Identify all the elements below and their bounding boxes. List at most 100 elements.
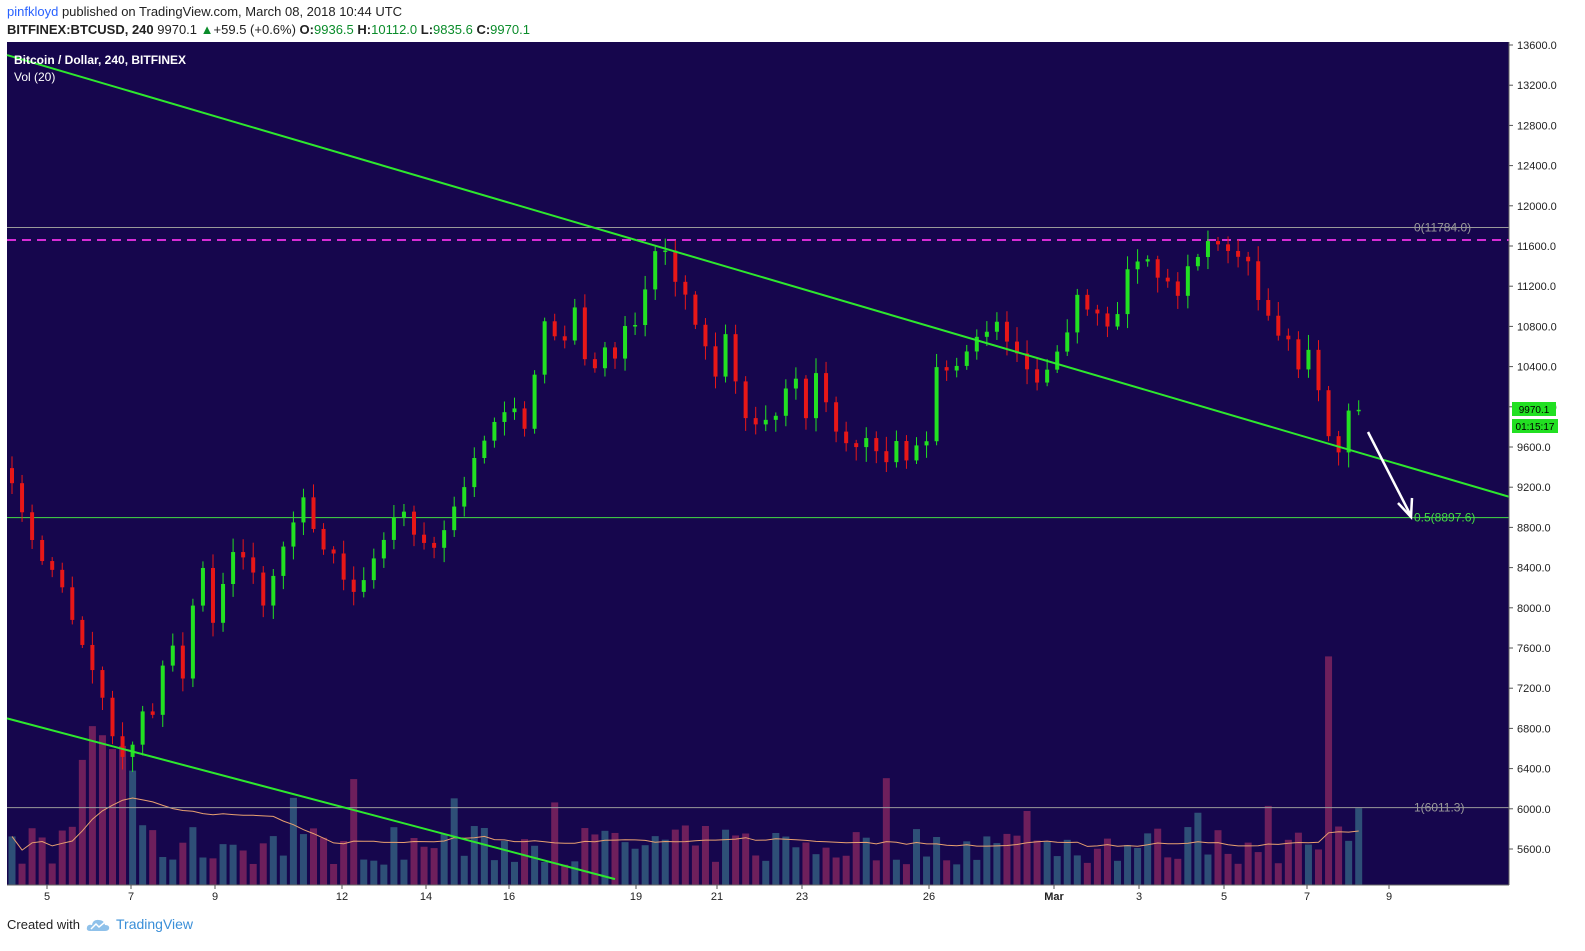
candle	[442, 520, 447, 563]
tradingview-cloud-icon	[86, 919, 110, 931]
volume-bar	[933, 837, 941, 885]
candle	[1035, 358, 1040, 391]
price-tick-label: 13600.0	[1517, 40, 1557, 52]
candle	[1145, 255, 1150, 267]
volume-bar	[1224, 853, 1232, 885]
volume-bar	[269, 836, 277, 885]
candle	[221, 572, 226, 632]
candle	[452, 496, 457, 537]
trendline	[6, 54, 1585, 521]
volume-bar	[1325, 656, 1333, 885]
publish-text: published on TradingView.com, March 08, …	[61, 4, 403, 19]
time-tick-label: 9	[1386, 891, 1392, 903]
candle	[140, 705, 145, 756]
candle	[1256, 246, 1261, 311]
candle	[1004, 311, 1009, 356]
volume-bar	[380, 864, 388, 885]
price-chart[interactable]: 0(11784.0)0.5(8897.6)1(6011.3) 13600.013…	[0, 0, 1585, 905]
volume-bar	[390, 827, 398, 885]
candle	[371, 548, 376, 589]
candle	[1266, 288, 1271, 321]
volume-bar	[410, 838, 418, 885]
candle	[834, 396, 839, 443]
candle	[723, 324, 728, 383]
volume-bar	[1053, 856, 1061, 885]
volume-bar	[1345, 840, 1353, 885]
candle	[482, 435, 487, 464]
candle	[693, 291, 698, 330]
volume-bar	[109, 749, 116, 885]
candle	[874, 431, 879, 464]
volume-bar	[1114, 860, 1121, 885]
candle	[552, 313, 557, 341]
candle	[542, 317, 547, 384]
candle	[643, 275, 648, 337]
candle	[974, 329, 979, 360]
candle	[150, 703, 155, 719]
volume-bar	[1154, 828, 1162, 885]
volume-bar	[1194, 812, 1202, 885]
price-change: +59.5 (+0.6%)	[213, 22, 296, 37]
candle	[261, 566, 266, 618]
volume-bar	[923, 856, 931, 885]
created-with-text: Created with	[7, 917, 80, 932]
low-value: 9835.6	[433, 22, 473, 37]
candle	[703, 318, 708, 360]
volume-bar	[460, 855, 468, 885]
volume-bar	[842, 855, 850, 885]
volume-bar	[1174, 858, 1182, 885]
candle	[1195, 253, 1200, 271]
candle	[1175, 272, 1180, 309]
candle	[844, 421, 849, 452]
price-axis[interactable]	[1509, 42, 1585, 885]
last-price: 9970.1	[157, 22, 198, 37]
trendlines	[6, 54, 1585, 881]
volume-bar	[1304, 844, 1312, 885]
price-tick-label: 9600.0	[1517, 442, 1551, 454]
candle	[864, 427, 869, 462]
volume-bar	[1284, 839, 1292, 885]
price-tick-label: 6800.0	[1517, 723, 1551, 735]
author-link[interactable]: pinfkloyd	[7, 4, 59, 19]
candle	[190, 598, 195, 688]
volume-bar	[1124, 844, 1132, 885]
volume-bar	[279, 855, 287, 885]
candle	[30, 504, 35, 549]
publish-info: pinfkloyd published on TradingView.com, …	[7, 4, 402, 19]
candle	[1095, 304, 1100, 326]
volume-bar	[1234, 863, 1242, 885]
candle	[894, 430, 899, 468]
volume-bar	[38, 837, 46, 885]
volume-bar	[1184, 827, 1192, 885]
volume-bars	[8, 656, 1363, 885]
candle	[944, 360, 949, 381]
volume-bar	[179, 842, 187, 885]
time-axis[interactable]	[7, 885, 1509, 905]
candle	[1346, 403, 1351, 468]
volume-bar	[18, 863, 26, 885]
volume-bar	[229, 844, 237, 885]
fib-level-label: 1(6011.3)	[1414, 801, 1464, 815]
volume-bar	[671, 829, 679, 885]
tradingview-link[interactable]: TradingView	[116, 916, 194, 932]
volume-bar	[259, 843, 267, 885]
volume-bar	[370, 860, 378, 885]
candle	[492, 417, 497, 448]
candle	[1045, 359, 1050, 387]
volume-bar	[1294, 832, 1302, 885]
time-tick-label: 9	[212, 891, 218, 903]
candle	[783, 379, 788, 427]
volume-bar	[289, 797, 297, 885]
volume-bar	[430, 848, 438, 885]
volume-bar	[129, 770, 137, 885]
candle	[1306, 334, 1311, 378]
candles	[10, 230, 1361, 772]
price-tick-label: 7200.0	[1517, 683, 1551, 695]
volume-bar	[531, 845, 539, 885]
volume-bar	[450, 798, 458, 885]
volume-bar	[28, 828, 36, 885]
price-axis-ticks: 13600.0 13200.0 12800.0 12400.0 12000.0 11600…	[1509, 40, 1557, 856]
candle	[562, 325, 567, 349]
volume-bar	[78, 759, 86, 885]
candle	[522, 401, 527, 437]
